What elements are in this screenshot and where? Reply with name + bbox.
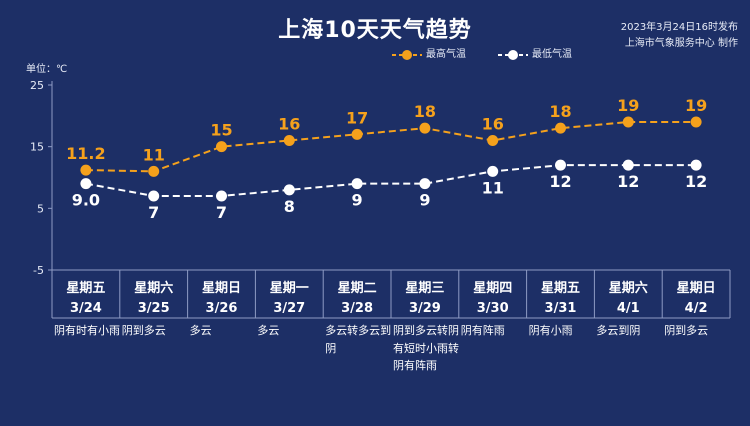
x-label-date: 3/31 [545, 301, 577, 316]
x-label-weekday: 星期五 [66, 281, 105, 296]
low-temp-point [148, 190, 160, 202]
x-label-weekday: 星期六 [134, 280, 173, 296]
high-temp-point [487, 135, 499, 146]
x-label-date: 3/25 [138, 301, 170, 316]
weather-description: 多云 [257, 324, 280, 337]
y-tick-label: -5 [33, 264, 44, 277]
low-temp-label: 7 [216, 203, 227, 222]
high-temp-point [283, 135, 295, 146]
high-temp-point [351, 128, 363, 140]
high-temp-label: 16 [278, 115, 300, 134]
legend-marker-high [392, 50, 422, 60]
high-temp-label: 18 [414, 102, 436, 121]
low-temp-point [80, 178, 92, 190]
x-label-date: 3/30 [477, 301, 509, 316]
low-temp-label: 12 [549, 172, 571, 191]
low-temp-label: 9 [352, 191, 363, 210]
low-temp-line [85, 164, 697, 197]
low-temp-label: 9 [419, 191, 430, 210]
publisher: 上海市气象服务中心 制作 [624, 38, 738, 49]
high-temp-point [419, 122, 431, 134]
weather-description: 阴有小雨 [528, 324, 573, 337]
legend-item-low: 最低气温 [496, 48, 572, 62]
y-tick-label: 15 [30, 141, 44, 154]
high-temp-line [85, 121, 697, 173]
weather-description: 多云 [189, 324, 212, 337]
chart-title: 上海10天天气趋势 [278, 18, 472, 43]
weather-description: 多云到阴 [596, 324, 641, 337]
low-temp-label: 9.0 [72, 191, 100, 210]
x-label-date: 3/27 [273, 301, 305, 316]
legend-label-high: 最高气温 [426, 49, 466, 60]
x-label-weekday: 星期六 [609, 280, 648, 296]
high-temp-label: 11.2 [66, 144, 105, 163]
low-temp-point [216, 190, 227, 202]
low-temp-point [351, 178, 363, 190]
weather-description: 阴到多云 [121, 324, 166, 337]
x-label-weekday: 星期一 [270, 281, 309, 296]
x-label-date: 4/1 [617, 301, 640, 316]
high-temp-label: 19 [617, 96, 639, 115]
x-label-weekday: 星期四 [473, 281, 512, 296]
publish-info: 2023年3月24日16时发布 上海市气象服务中心 制作 [538, 20, 738, 52]
x-label-weekday: 星期二 [338, 281, 377, 296]
publish-time: 2023年3月24日16时发布 [620, 22, 738, 33]
y-tick-label: 25 [30, 79, 44, 92]
high-temp-point [148, 165, 160, 177]
unit-label: 单位：℃ [26, 64, 68, 75]
x-label-weekday: 星期三 [405, 281, 444, 296]
high-temp-label: 18 [549, 102, 571, 121]
low-temp-point [622, 159, 634, 171]
x-label-weekday: 星期五 [541, 281, 580, 296]
weather-description: 阴到多云转阴有短时小雨转阴有阵雨 [393, 324, 459, 372]
high-temp-label: 19 [685, 96, 707, 115]
high-temp-label: 16 [482, 115, 504, 134]
x-label-date: 3/26 [206, 301, 238, 316]
high-temp-point [622, 116, 634, 128]
x-label-date: 3/29 [409, 301, 441, 316]
high-temp-point [555, 122, 566, 134]
x-label-date: 3/28 [341, 301, 373, 316]
x-label-date: 4/2 [685, 301, 708, 316]
low-temp-point [690, 159, 702, 171]
weather-description: 阴有时有小雨 [54, 324, 120, 337]
weather-description: 多云转多云到阴 [325, 324, 392, 355]
x-label-weekday: 星期日 [202, 281, 241, 296]
legend-label-low: 最低气温 [532, 49, 572, 60]
high-temp-label: 11 [143, 145, 165, 164]
low-temp-point [283, 184, 295, 196]
low-temp-label: 7 [148, 203, 159, 222]
low-temp-label: 12 [685, 172, 707, 191]
high-temp-label: 17 [346, 108, 368, 127]
low-temp-label: 11 [482, 178, 504, 197]
low-temp-label: 12 [617, 172, 639, 191]
y-tick-label: 5 [37, 202, 44, 215]
x-label-date: 3/24 [70, 301, 102, 316]
high-temp-point [216, 141, 227, 153]
low-temp-point [487, 165, 499, 177]
legend-marker-low [498, 50, 528, 60]
high-temp-point [690, 116, 702, 128]
x-label-weekday: 星期日 [677, 281, 716, 296]
low-temp-point [555, 159, 566, 171]
high-temp-point [80, 164, 92, 176]
low-temp-point [419, 178, 431, 190]
weather-description: 阴有阵雨 [460, 324, 505, 337]
legend-item-high: 最高气温 [390, 48, 466, 62]
high-temp-label: 15 [210, 121, 232, 140]
weather-description: 阴到多云 [664, 324, 709, 337]
low-temp-label: 8 [284, 197, 295, 216]
